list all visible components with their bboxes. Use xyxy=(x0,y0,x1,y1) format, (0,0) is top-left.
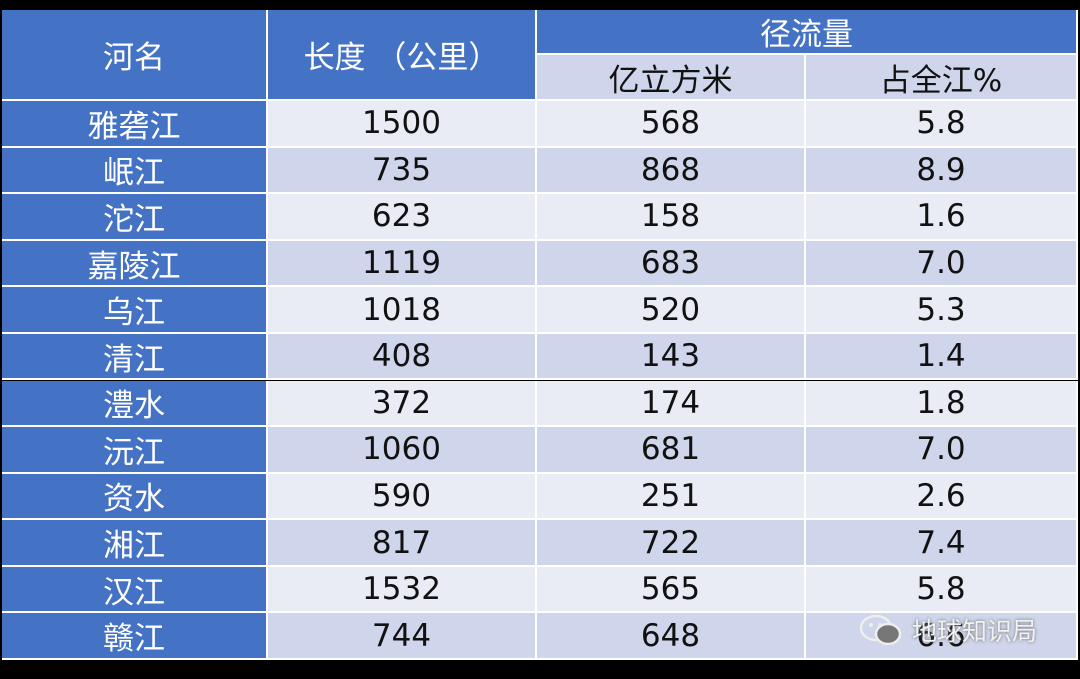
data-cell: 568 xyxy=(537,101,806,148)
river-name: 资水 xyxy=(2,473,268,521)
data-cell: 1060 xyxy=(268,427,537,474)
data-cell: 1018 xyxy=(268,287,537,334)
subheader-cell: 亿立方米 xyxy=(537,55,806,101)
data-cell: 681 xyxy=(537,427,806,474)
data-cell: 7.4 xyxy=(806,520,1078,567)
river-name: 嘉陵江 xyxy=(2,240,268,288)
river-name: 澧水 xyxy=(2,380,268,428)
data-cell: 565 xyxy=(537,566,806,614)
river-name: 沅江 xyxy=(2,427,268,474)
data-cell: 2.6 xyxy=(806,473,1078,521)
header-cell: 河名 xyxy=(2,10,268,101)
data-cell: 174 xyxy=(537,380,806,428)
data-cell: 5.8 xyxy=(806,566,1078,614)
river-name: 汉江 xyxy=(2,566,268,614)
watermark-text: 地球知识局 xyxy=(912,617,1038,646)
river-name: 沱江 xyxy=(2,194,268,241)
river-name: 赣江 xyxy=(2,613,268,660)
data-cell: 520 xyxy=(537,287,806,334)
wechat-icon xyxy=(859,614,902,646)
data-cell: 6.6 xyxy=(806,613,1078,660)
header-cell: 长度 （公里） xyxy=(268,10,537,101)
data-cell: 623 xyxy=(268,194,537,241)
data-cell: 1119 xyxy=(268,240,537,288)
data-cell: 648 xyxy=(537,613,806,660)
river-name: 清江 xyxy=(2,333,268,381)
data-cell: 683 xyxy=(537,240,806,288)
data-cell: 8.9 xyxy=(806,147,1078,195)
data-cell: 1.6 xyxy=(806,194,1078,241)
data-cell: 143 xyxy=(537,333,806,381)
data-cell: 5.3 xyxy=(806,287,1078,334)
subheader-cell: 占全江% xyxy=(806,55,1078,101)
watermark: 地球知识局 xyxy=(858,612,1037,648)
river-name: 湘江 xyxy=(2,520,268,567)
data-cell: 817 xyxy=(268,520,537,567)
data-cell: 735 xyxy=(268,147,537,195)
data-cell: 251 xyxy=(537,473,806,521)
data-cell: 1.8 xyxy=(806,380,1078,428)
data-cell: 158 xyxy=(537,194,806,241)
data-cell: 1532 xyxy=(268,566,537,614)
data-cell: 7.0 xyxy=(806,240,1078,288)
data-cell: 744 xyxy=(268,613,537,660)
data-cell: 7.0 xyxy=(806,427,1078,474)
header-cell: 径流量 xyxy=(537,10,1078,55)
data-cell: 372 xyxy=(268,380,537,428)
data-cell: 1500 xyxy=(268,101,537,148)
data-cell: 868 xyxy=(537,147,806,195)
data-cell: 722 xyxy=(537,520,806,567)
data-cell: 408 xyxy=(268,333,537,381)
data-cell: 5.8 xyxy=(806,101,1078,148)
data-cell: 590 xyxy=(268,473,537,521)
river-name: 岷江 xyxy=(2,147,268,195)
river-name: 雅砻江 xyxy=(2,101,268,148)
data-cell: 1.4 xyxy=(806,333,1078,381)
river-name: 乌江 xyxy=(2,287,268,334)
